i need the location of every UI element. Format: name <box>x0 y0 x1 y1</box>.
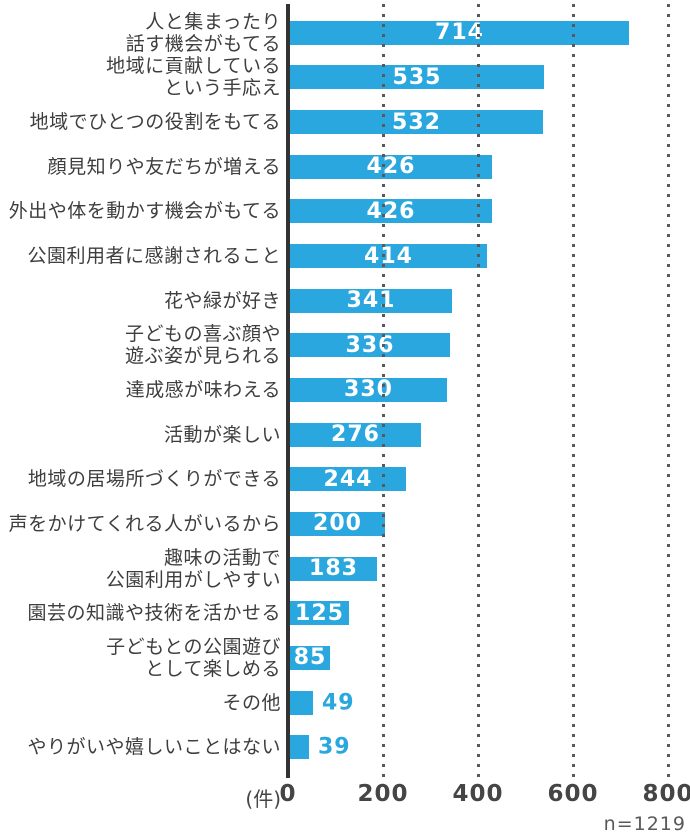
x-tick-label-800: 800 <box>642 781 690 807</box>
category-label-line: 人と集まったり <box>145 10 281 33</box>
bar-value-label: 336 <box>345 332 395 358</box>
category-label: やりがいや嬉しいことはない <box>0 736 281 758</box>
category-label-line: 花や緑が好き <box>163 289 281 312</box>
category-label-line: その他 <box>222 691 281 714</box>
category-label-line: 達成感が味わえる <box>125 378 281 401</box>
category-label-line: 顔見知りや友だちが増える <box>47 155 281 178</box>
category-label-line: 趣味の活動で <box>163 546 281 569</box>
bar-value-label: 276 <box>331 422 380 448</box>
bar-value-label: 341 <box>346 288 396 314</box>
category-label-line: やりがいや嬉しいことはない <box>27 736 281 759</box>
bar-value-label: 85 <box>293 645 327 671</box>
category-label: 公園利用者に感謝されること <box>0 245 281 267</box>
category-label-line: 活動が楽しい <box>163 423 281 446</box>
category-label-line: として楽しめる <box>145 657 281 680</box>
category-label-line: 地域に貢献している <box>106 55 281 78</box>
gridline-800 <box>666 4 670 778</box>
bar: 244 <box>290 466 406 492</box>
bar-value-label: 39 <box>318 734 351 760</box>
bar: 714 <box>290 20 629 46</box>
bar-value-label: 330 <box>344 377 393 403</box>
bar: 535 <box>290 64 544 90</box>
category-label-line: 地域の居場所づくりができる <box>27 468 281 491</box>
x-tick-label-200: 200 <box>357 781 409 807</box>
x-tick-label-400: 400 <box>452 781 504 807</box>
bar: 200 <box>290 511 385 537</box>
x-axis-unit-label: (件) <box>245 787 281 811</box>
category-label: 外出や体を動かす機会がもてる <box>0 200 281 222</box>
bar <box>290 735 309 760</box>
category-label: その他 <box>0 692 281 714</box>
category-label: 地域の居場所づくりができる <box>0 468 281 490</box>
category-label-line: 地域でひとつの役割をもてる <box>29 111 281 134</box>
category-label-line: 公園利用がしやすい <box>105 568 281 591</box>
category-label: 地域に貢献している という手応え <box>0 55 281 99</box>
category-label-line: 外出や体を動かす機会がもてる <box>8 200 281 223</box>
bar-value-label: 200 <box>313 511 362 537</box>
bar: 532 <box>290 109 543 135</box>
bar-value-label: 535 <box>392 64 442 90</box>
y-axis-line <box>286 4 290 778</box>
bar: 336 <box>290 332 450 358</box>
bar: 426 <box>290 198 492 224</box>
bar-value-label: 244 <box>323 466 373 492</box>
bar <box>290 690 313 715</box>
category-label: 子どもの喜ぶ顔や 遊ぶ姿が見られる <box>0 323 281 367</box>
bar-value-label: 426 <box>366 154 416 180</box>
gridline-600 <box>571 4 575 778</box>
category-label-line: という手応え <box>163 77 281 100</box>
bar-value-label: 426 <box>366 198 416 224</box>
category-label-line: 遊ぶ姿が見られる <box>124 345 281 368</box>
category-label: 地域でひとつの役割をもてる <box>0 111 281 133</box>
category-label-line: 子どもの喜ぶ顔や <box>124 323 281 346</box>
category-label: 子どもとの公園遊び として楽しめる <box>0 636 281 680</box>
bar-value-label: 714 <box>435 20 484 46</box>
bar: 276 <box>290 422 421 448</box>
bar-value-label: 125 <box>295 600 344 626</box>
category-label-line: 子どもとの公園遊び <box>106 635 281 658</box>
category-label-line: 園芸の知識や技術を活かせる <box>27 602 281 625</box>
category-label: 顔見知りや友だちが増える <box>0 156 281 178</box>
bar: 125 <box>290 600 349 626</box>
category-label: 声をかけてくれる人がいるから <box>0 513 281 535</box>
bar: 330 <box>290 377 447 403</box>
bar-value-label: 414 <box>364 243 413 269</box>
bar: 341 <box>290 288 452 314</box>
category-label: 趣味の活動で 公園利用がしやすい <box>0 547 281 591</box>
category-label-line: 公園利用者に感謝されること <box>27 245 281 267</box>
bar: 426 <box>290 154 492 180</box>
x-tick-label-600: 600 <box>547 781 599 807</box>
bar-value-label: 532 <box>392 109 441 135</box>
category-label: 活動が楽しい <box>0 424 281 446</box>
category-label: 達成感が味わえる <box>0 379 281 401</box>
gridline-200 <box>381 4 385 778</box>
sample-size-label: n=1219 <box>603 813 686 835</box>
bar: 85 <box>290 645 330 671</box>
bar: 414 <box>290 243 487 269</box>
category-label: 園芸の知識や技術を活かせる <box>0 602 281 624</box>
category-label: 花や緑が好き <box>0 290 281 312</box>
category-label-line: 声をかけてくれる人がいるから <box>8 512 281 535</box>
bar-value-label: 183 <box>309 556 358 582</box>
x-tick-label-0: 0 <box>279 781 297 807</box>
category-label: 人と集まったり 話す機会がもてる <box>0 11 281 55</box>
gridline-400 <box>476 4 480 778</box>
bar: 183 <box>290 556 377 582</box>
category-label-line: 話す機会がもてる <box>125 32 281 55</box>
bar-value-label: 49 <box>322 690 355 716</box>
